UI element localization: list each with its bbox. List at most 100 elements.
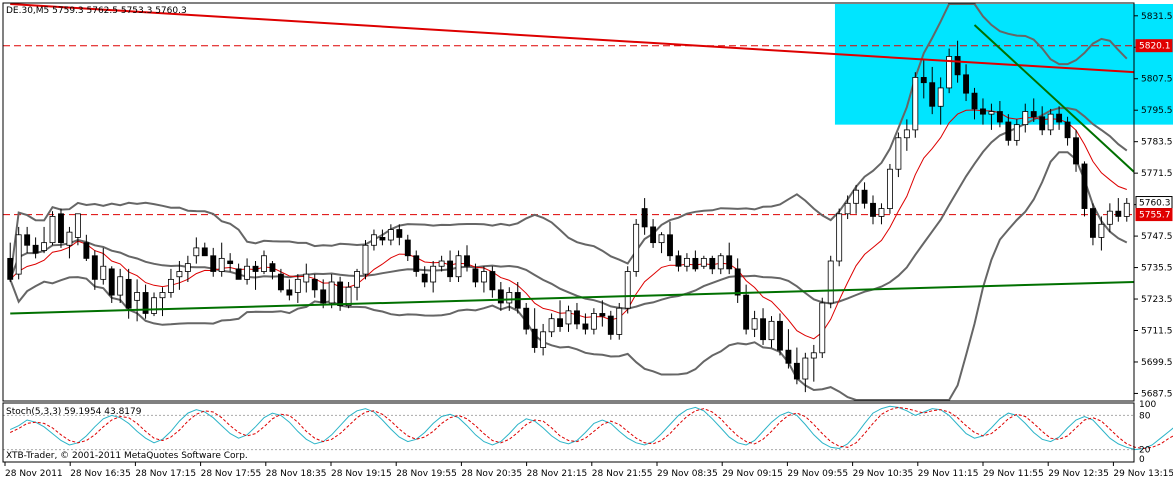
candle-body[interactable] [878, 208, 885, 217]
candle-body[interactable] [396, 229, 403, 238]
candle-body[interactable] [74, 213, 81, 238]
candle-body[interactable] [447, 260, 454, 278]
candle-body[interactable] [142, 292, 149, 314]
candle-body[interactable] [58, 213, 64, 244]
candle-body[interactable] [734, 268, 741, 296]
candle-body[interactable] [387, 229, 394, 241]
candle-body[interactable] [506, 292, 513, 304]
candle-body[interactable] [777, 320, 783, 351]
candle-body[interactable] [667, 234, 673, 257]
candle-body[interactable] [996, 111, 1003, 123]
candle-body[interactable] [523, 307, 530, 330]
candle-body[interactable] [168, 278, 174, 293]
candle-body[interactable] [1022, 111, 1029, 126]
candle-body[interactable] [7, 257, 14, 280]
candle-body[interactable] [963, 74, 969, 94]
candle-body[interactable] [151, 297, 157, 314]
candle-body[interactable] [692, 257, 699, 270]
candle-body[interactable] [650, 226, 657, 244]
candle-body[interactable] [1123, 202, 1130, 217]
candle-body[interactable] [489, 271, 496, 291]
candle-body[interactable] [912, 77, 919, 131]
candle-body[interactable] [261, 255, 267, 272]
candle-body[interactable] [920, 77, 927, 84]
candle-body[interactable] [844, 202, 851, 215]
candle-body[interactable] [497, 289, 504, 304]
candle-body[interactable] [980, 108, 986, 115]
candle-body[interactable] [345, 286, 352, 306]
candle-body[interactable] [24, 234, 31, 246]
candle-body[interactable] [616, 307, 623, 335]
trendline-green[interactable] [10, 280, 1135, 315]
candle-body[interactable] [1115, 210, 1122, 217]
candle-body[interactable] [1005, 121, 1012, 141]
candle-body[interactable] [827, 260, 834, 304]
candle-body[interactable] [193, 247, 200, 257]
candle-body[interactable] [557, 318, 563, 327]
candle-body[interactable] [683, 257, 690, 267]
candle-body[interactable] [294, 278, 301, 293]
candle-body[interactable] [751, 318, 758, 330]
candle-body[interactable] [32, 244, 39, 254]
candle-body[interactable] [658, 234, 665, 244]
candle-body[interactable] [100, 265, 107, 280]
candle-body[interactable] [768, 320, 775, 341]
candle-body[interactable] [227, 260, 234, 265]
candle-body[interactable] [244, 265, 251, 280]
candle-body[interactable] [252, 265, 259, 272]
candle-body[interactable] [717, 255, 724, 270]
candle-body[interactable] [861, 189, 868, 204]
candle-body[interactable] [438, 260, 445, 267]
candle-body[interactable] [1081, 163, 1088, 209]
candle-body[interactable] [624, 271, 631, 309]
candle-body[interactable] [91, 255, 98, 280]
candle-body[interactable] [464, 255, 470, 267]
candle-body[interactable] [210, 255, 217, 272]
candle-body[interactable] [1106, 210, 1113, 225]
candle-body[interactable] [83, 242, 90, 259]
candle-body[interactable] [988, 111, 995, 115]
candle-body[interactable] [455, 255, 462, 278]
candle-body[interactable] [108, 268, 115, 296]
candle-body[interactable] [41, 242, 48, 251]
candle-body[interactable] [641, 208, 648, 228]
candle-body[interactable] [371, 234, 377, 246]
candle-body[interactable] [235, 268, 242, 280]
candle-body[interactable] [1056, 113, 1063, 123]
candle-body[interactable] [472, 268, 479, 283]
candle-body[interactable] [176, 271, 183, 278]
candle-body[interactable] [607, 315, 614, 335]
candle-body[interactable] [1098, 223, 1105, 238]
candle-body[interactable] [1030, 111, 1037, 118]
candle-body[interactable] [1013, 124, 1020, 141]
candle-body[interactable] [802, 357, 809, 380]
candle-body[interactable] [404, 239, 411, 257]
candle-body[interactable] [819, 302, 826, 354]
candle-body[interactable] [853, 189, 860, 204]
candle-body[interactable] [582, 323, 589, 330]
candle-body[interactable] [903, 129, 910, 139]
candle-body[interactable] [946, 56, 953, 89]
candle-body[interactable] [49, 216, 56, 244]
candle-body[interactable] [269, 263, 276, 272]
candle-body[interactable] [125, 278, 132, 309]
trendline-green[interactable] [973, 24, 1135, 173]
candle-body[interactable] [565, 310, 572, 325]
candle-body[interactable] [277, 273, 284, 291]
candle-body[interactable] [1064, 121, 1071, 139]
candle-body[interactable] [870, 202, 876, 217]
candle-body[interactable] [1073, 137, 1079, 165]
candle-body[interactable] [362, 244, 369, 275]
candle-body[interactable] [303, 273, 310, 283]
candle-body[interactable] [675, 255, 682, 267]
candle-body[interactable] [320, 289, 327, 304]
candle-body[interactable] [184, 263, 191, 272]
candle-body[interactable] [590, 313, 597, 330]
candle-body[interactable] [971, 92, 978, 110]
candle-body[interactable] [929, 82, 936, 107]
candle-body[interactable] [1089, 208, 1096, 238]
candle-body[interactable] [599, 313, 606, 317]
candle-body[interactable] [548, 318, 555, 333]
candle-body[interactable] [311, 278, 318, 291]
